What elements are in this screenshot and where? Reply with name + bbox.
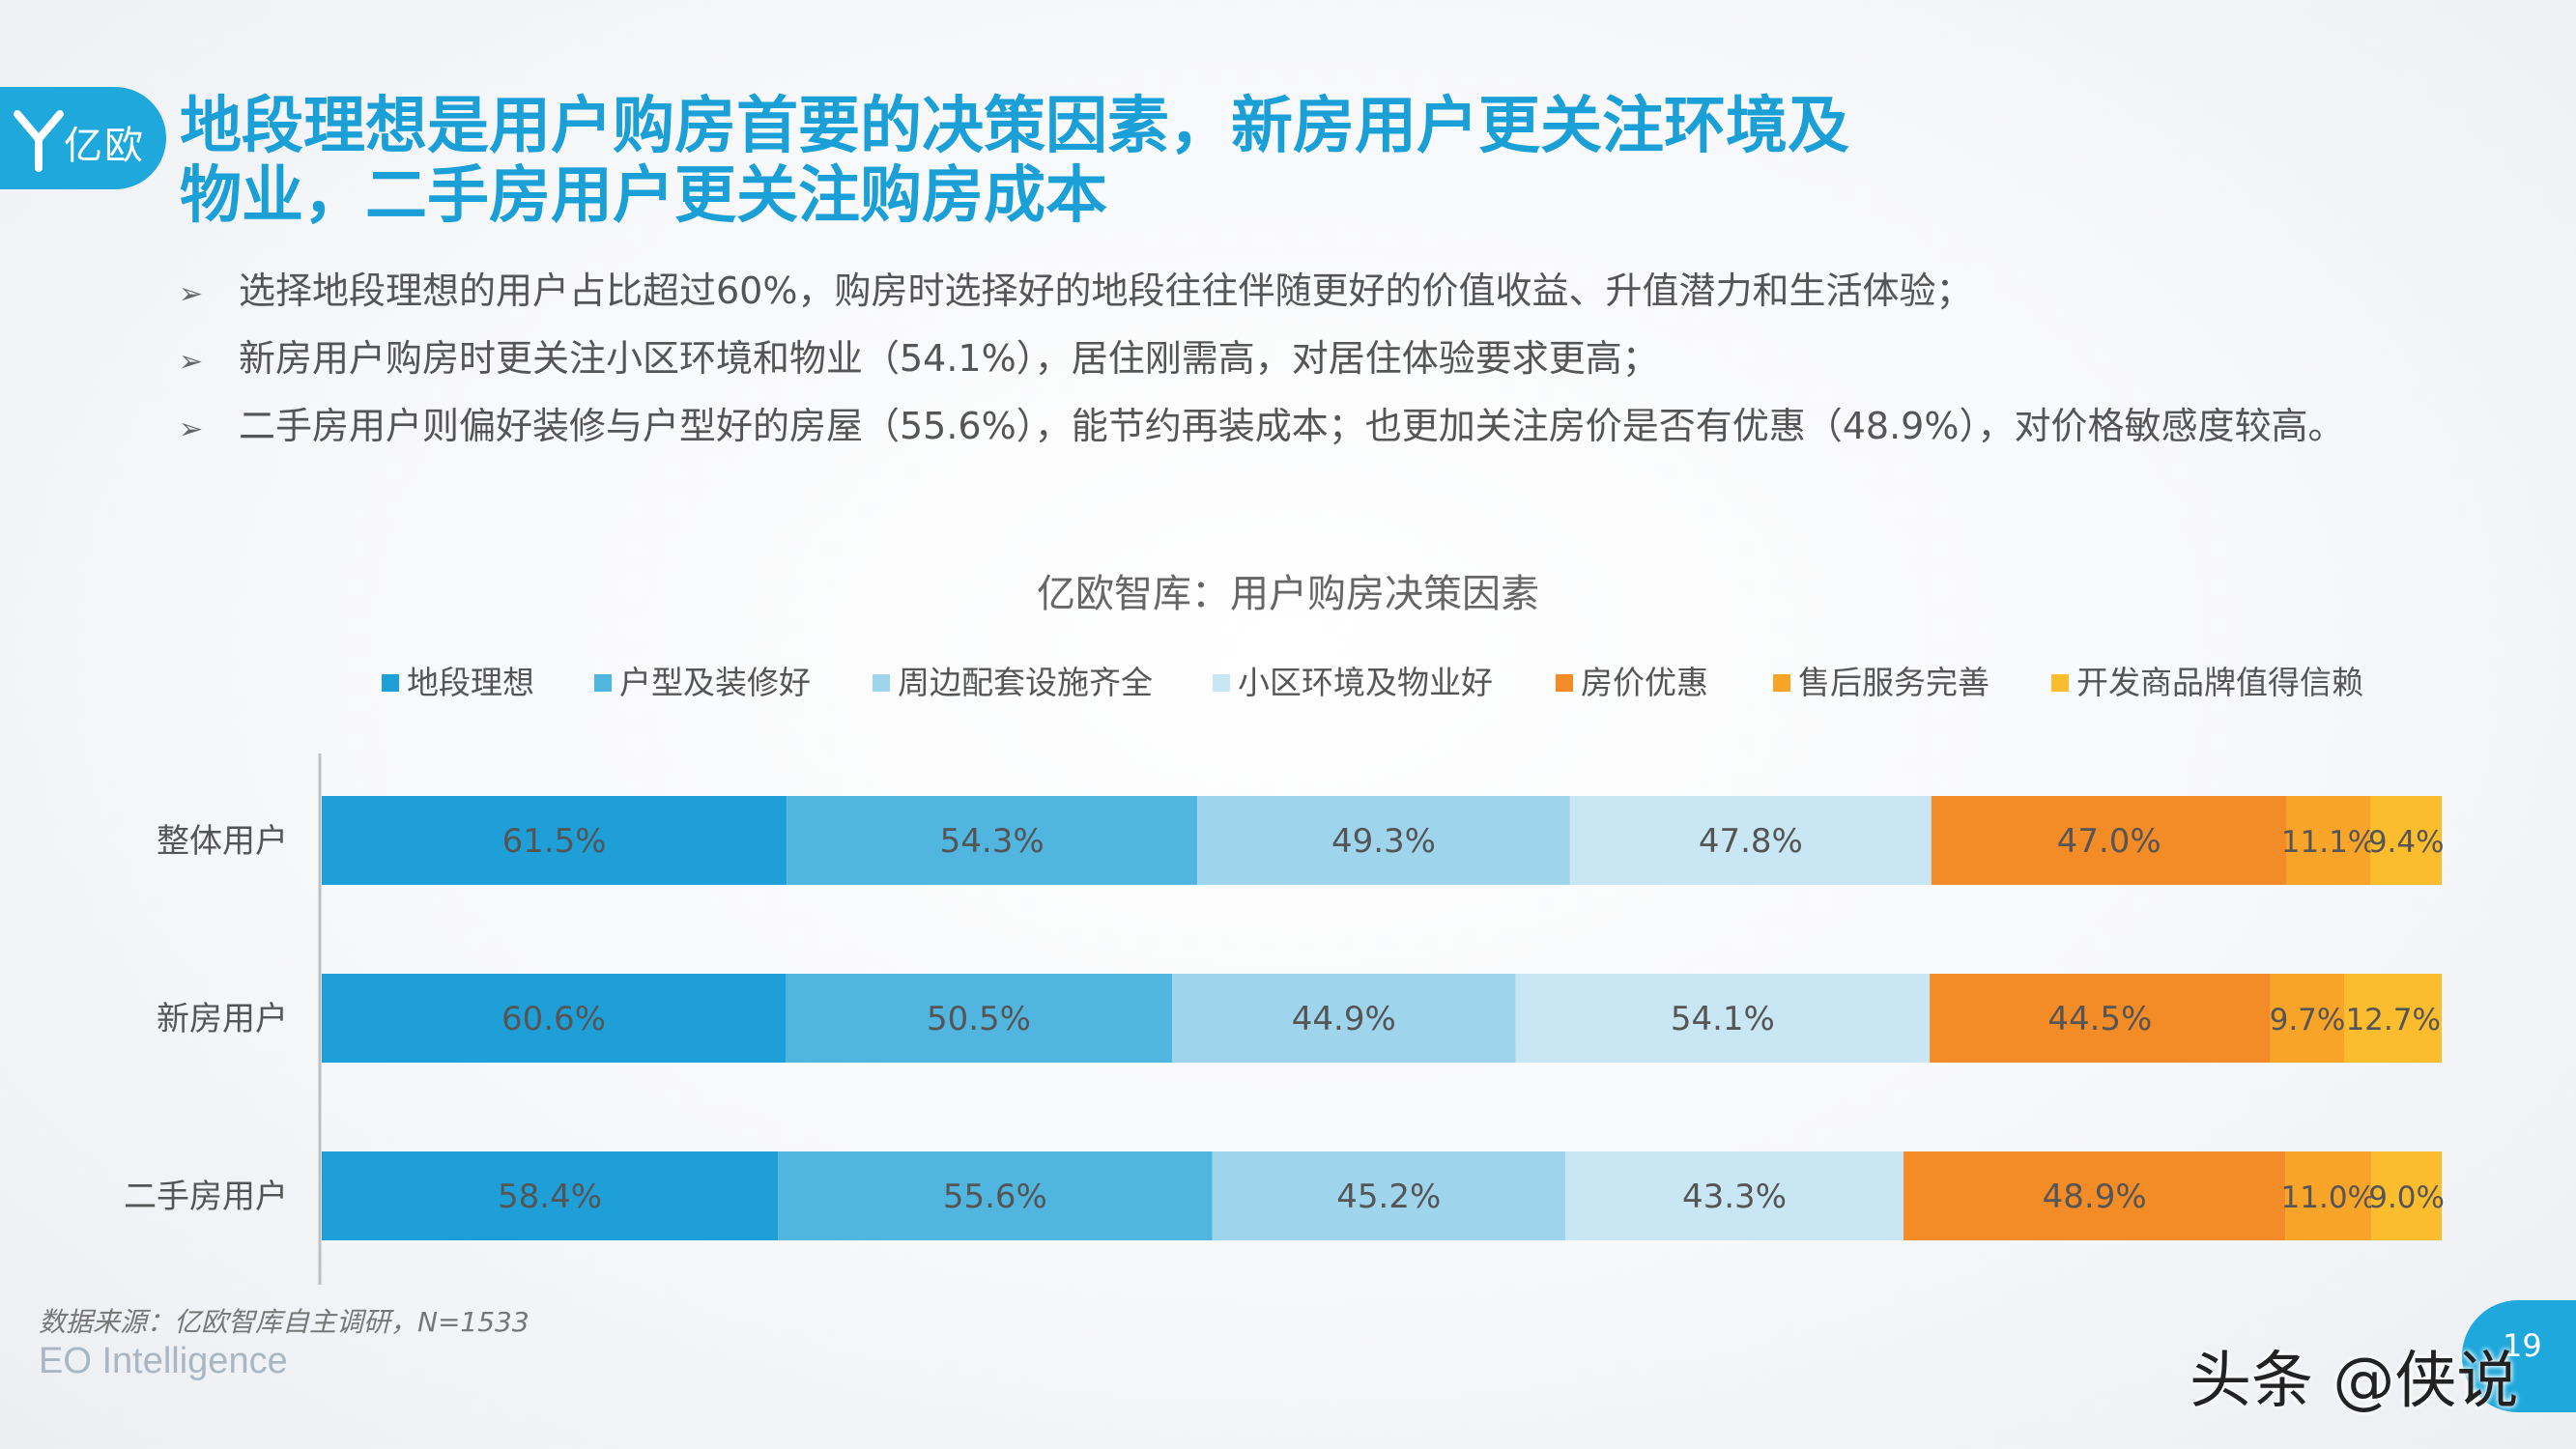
bar-segment bbox=[322, 796, 787, 885]
legend-item: 周边配套设施齐全 bbox=[873, 657, 1153, 703]
bullet-text: 新房用户购房时更关注小区环境和物业（54.1%），居住刚需高，对居住体验要求更高… bbox=[239, 337, 1659, 380]
category-label: 整体用户 bbox=[157, 822, 288, 861]
legend-item: 售后服务完善 bbox=[1773, 657, 1989, 703]
bar-segment bbox=[787, 796, 1198, 885]
bar-segment bbox=[322, 974, 786, 1063]
legend-swatch bbox=[1773, 674, 1790, 692]
legend-swatch bbox=[594, 674, 612, 692]
page-title-line-2: 物业，二手房用户更关注购房成本 bbox=[180, 160, 1107, 232]
bar-segment bbox=[785, 974, 1172, 1063]
logo-text: 亿欧 bbox=[64, 124, 145, 168]
legend-swatch bbox=[873, 674, 890, 692]
data-label: 61.5% bbox=[502, 822, 607, 861]
category-label: 新房用户 bbox=[157, 1000, 288, 1038]
data-label: 58.4% bbox=[498, 1178, 602, 1216]
data-label: 44.9% bbox=[1292, 1000, 1396, 1038]
data-label: 55.6% bbox=[943, 1178, 1047, 1216]
bar-segment bbox=[322, 1151, 779, 1240]
data-label: 54.1% bbox=[1671, 1000, 1775, 1038]
legend-swatch bbox=[1213, 674, 1230, 692]
arrow-bullet-icon: ➢ bbox=[179, 412, 204, 446]
arrow-bullet-icon: ➢ bbox=[179, 277, 204, 311]
data-label: 11.1% bbox=[2281, 825, 2376, 860]
bar-segment bbox=[2286, 796, 2371, 885]
data-label: 11.0% bbox=[2281, 1180, 2376, 1215]
page-badge bbox=[2462, 1300, 2576, 1412]
category-label: 二手房用户 bbox=[124, 1178, 288, 1216]
legend-item: 地段理想 bbox=[382, 657, 534, 703]
watermark: 头条 @侠说 bbox=[2190, 1346, 2519, 1417]
legend-item: 小区环境及物业好 bbox=[1213, 657, 1493, 703]
data-label: 47.0% bbox=[2057, 822, 2161, 861]
bar-segment bbox=[2344, 974, 2442, 1063]
bar-segment bbox=[1931, 796, 2287, 885]
legend-label: 地段理想 bbox=[407, 664, 534, 701]
data-label: 47.8% bbox=[1699, 822, 1803, 861]
bar-segment bbox=[1171, 974, 1516, 1063]
page-number: 19 bbox=[2503, 1327, 2542, 1364]
legend-item: 户型及装修好 bbox=[594, 657, 811, 703]
data-label: 9.7% bbox=[2270, 1003, 2346, 1037]
bullet-point: ➢ 新房用户购房时更关注小区环境和物业（54.1%），居住刚需高，对居住体验要求更… bbox=[179, 328, 1659, 382]
bar-segment bbox=[1212, 1151, 1565, 1240]
data-label: 54.3% bbox=[940, 822, 1045, 861]
data-label: 50.5% bbox=[927, 1000, 1031, 1038]
bullet-point: ➢ 二手房用户则偏好装修与户型好的房屋（55.6%），能节约再装成本；也更加关注房… bbox=[179, 396, 2344, 449]
legend-label: 开发商品牌值得信赖 bbox=[2076, 664, 2363, 701]
bar-segment bbox=[1515, 974, 1931, 1063]
arrow-bullet-icon: ➢ bbox=[179, 345, 204, 379]
source-note: 数据来源：亿欧智库自主调研，N=1533 bbox=[39, 1306, 530, 1338]
bar-segment bbox=[1903, 1151, 2286, 1240]
bar-segment bbox=[2370, 796, 2442, 885]
data-label: 49.3% bbox=[1331, 822, 1436, 861]
bar-segment bbox=[1930, 974, 2271, 1063]
legend-swatch bbox=[2051, 674, 2069, 692]
bar-segment bbox=[1197, 796, 1570, 885]
legend-item: 房价优惠 bbox=[1556, 657, 1708, 703]
bar-segment bbox=[2371, 1151, 2442, 1240]
chart-title: 亿欧智库：用户购房决策因素 bbox=[1037, 572, 1539, 616]
bullet-text: 选择地段理想的用户占比超过60%，购房时选择好的地段往往伴随更好的价值收益、升值… bbox=[239, 270, 1973, 312]
data-label: 48.9% bbox=[2043, 1178, 2147, 1216]
data-label: 43.3% bbox=[1682, 1178, 1787, 1216]
legend-label: 周边配套设施齐全 bbox=[898, 664, 1153, 701]
page-title-line-1: 地段理想是用户购房首要的决策因素，新房用户更关注环境及 bbox=[180, 91, 1849, 162]
legend-label: 户型及装修好 bbox=[619, 664, 811, 701]
page-title: 地段理想是用户购房首要的决策因素，新房用户更关注环境及 物业，二手房用户更关注购… bbox=[180, 92, 2016, 231]
logo-badge: 亿欧 bbox=[0, 87, 166, 189]
bullet-point: ➢ 选择地段理想的用户占比超过60%，购房时选择好的地段往往伴随更好的价值收益、升… bbox=[179, 261, 1972, 314]
legend-label: 小区环境及物业好 bbox=[1238, 664, 1493, 701]
legend-label: 房价优惠 bbox=[1581, 664, 1708, 701]
legend-label: 售后服务完善 bbox=[1798, 664, 1989, 701]
data-label: 9.0% bbox=[2368, 1180, 2445, 1215]
bar-segment bbox=[2270, 974, 2345, 1063]
stacked-bar-chart: 整体用户 61.5% 54.3% 49.3% 47.8% 47.0% 11.1%9.4% 新房… bbox=[124, 753, 2445, 1285]
bar-segment bbox=[1564, 1151, 1904, 1240]
logo-icon bbox=[14, 110, 64, 172]
data-label: 44.5% bbox=[2047, 1000, 2152, 1038]
bar-segment bbox=[1569, 796, 1932, 885]
bar-segment bbox=[778, 1151, 1213, 1240]
data-label: 45.2% bbox=[1336, 1178, 1441, 1216]
bullet-text: 二手房用户则偏好装修与户型好的房屋（55.6%），能节约再装成本；也更加关注房价… bbox=[239, 405, 2345, 447]
data-label: 9.4% bbox=[2368, 825, 2445, 860]
legend-item: 开发商品牌值得信赖 bbox=[2051, 657, 2363, 703]
bar-segment bbox=[2285, 1151, 2372, 1240]
data-label: 60.6% bbox=[501, 1000, 606, 1038]
legend-swatch bbox=[1556, 674, 1573, 692]
legend-swatch bbox=[382, 674, 399, 692]
footer-brand: EO Intelligence bbox=[39, 1341, 288, 1381]
data-label: 12.7% bbox=[2345, 1003, 2440, 1037]
